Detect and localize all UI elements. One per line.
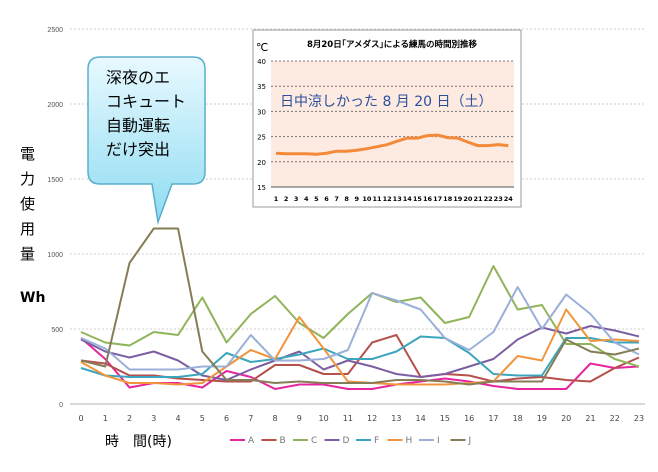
inset-x-tick-label: 12 xyxy=(383,195,392,203)
x-tick-label: 5 xyxy=(200,414,205,423)
y-tick-label: 1500 xyxy=(47,177,63,184)
inset-y-tick-label: 20 xyxy=(257,159,266,167)
inset-x-tick-label: 13 xyxy=(393,195,402,203)
x-tick-label: 15 xyxy=(440,414,450,423)
legend-label: F xyxy=(374,436,379,446)
callout-text: 自動運転 xyxy=(106,116,170,135)
inset-x-tick-label: 21 xyxy=(473,195,483,203)
inset-x-tick-label: 7 xyxy=(334,195,339,203)
legend-label: D xyxy=(343,436,350,446)
inset-x-tick-label: 17 xyxy=(433,195,442,203)
inset-x-tick-label: 22 xyxy=(484,195,493,203)
x-tick-label: 22 xyxy=(610,414,620,423)
x-tick-label: 14 xyxy=(416,414,426,423)
callout-bubble xyxy=(87,56,206,225)
legend-label: B xyxy=(280,436,286,446)
inset-title: 8月20日｢アメダス｣による練馬の時間別推移 xyxy=(307,39,478,50)
x-tick-label: 11 xyxy=(343,414,353,423)
series-line-A xyxy=(80,337,640,390)
y-tick-label: 500 xyxy=(51,327,63,334)
legend-label: A xyxy=(248,436,255,446)
series-line-J xyxy=(80,227,640,386)
y-tick-label: 1000 xyxy=(47,252,63,259)
x-tick-label: 9 xyxy=(297,414,302,423)
inset-x-tick-label: 19 xyxy=(453,195,463,203)
inset-y-tick-label: 25 xyxy=(257,134,266,142)
y-unit-label: Wh xyxy=(20,290,46,306)
x-tick-label: 2 xyxy=(127,414,132,423)
series-line-D xyxy=(80,325,640,381)
x-axis-label: 時 間(時) xyxy=(105,434,172,450)
callout-text: だけ突出 xyxy=(106,140,170,159)
inset-y-tick-label: 30 xyxy=(257,108,266,116)
inset-x-tick-label: 9 xyxy=(355,195,360,203)
inset-x-tick-label: 16 xyxy=(423,195,433,203)
inset-y-unit: ℃ xyxy=(256,41,268,54)
y-axis-label-char: 用 xyxy=(20,220,36,238)
callout-text: コキュート xyxy=(106,92,186,111)
inset-x-tick-label: 15 xyxy=(413,195,423,203)
inset-plot-area xyxy=(271,61,514,187)
x-tick-label: 16 xyxy=(464,414,474,423)
inset-x-tick-label: 6 xyxy=(324,195,329,203)
x-tick-label: 21 xyxy=(585,414,595,423)
y-axis-label-char: 電 xyxy=(20,145,36,163)
inset-x-tick-label: 4 xyxy=(304,195,309,203)
x-tick-label: 19 xyxy=(537,414,547,423)
x-tick-label: 13 xyxy=(391,414,401,423)
legend-label: C xyxy=(311,436,317,446)
series-line-C xyxy=(80,265,640,368)
inset-x-tick-label: 2 xyxy=(284,195,289,203)
y-axis-label-char: 量 xyxy=(20,245,36,263)
x-tick-label: 20 xyxy=(561,414,571,423)
x-tick-label: 23 xyxy=(634,414,644,423)
series-line-F xyxy=(80,335,639,378)
inset-y-tick-label: 15 xyxy=(257,184,266,192)
x-tick-label: 4 xyxy=(175,414,180,423)
legend-label: I xyxy=(437,436,440,446)
x-tick-label: 10 xyxy=(319,414,329,423)
legend-label: H xyxy=(406,436,413,446)
inset-x-tick-label: 8 xyxy=(344,195,349,203)
inset-x-tick-label: 11 xyxy=(372,195,382,203)
inset-y-tick-label: 40 xyxy=(257,58,266,66)
y-tick-label: 0 xyxy=(59,402,63,409)
series-line-I xyxy=(80,286,640,371)
inset-x-tick-label: 10 xyxy=(362,195,372,203)
inset-x-tick-label: 5 xyxy=(314,195,319,203)
legend-label: J xyxy=(468,436,472,446)
inset-x-tick-label: 3 xyxy=(294,195,299,203)
x-tick-label: 8 xyxy=(273,414,278,423)
inset-x-tick-label: 20 xyxy=(463,195,473,203)
inset-x-tick-label: 14 xyxy=(403,195,413,203)
x-tick-label: 0 xyxy=(78,414,83,423)
y-axis-label-char: 力 xyxy=(20,170,36,188)
y-tick-label: 2000 xyxy=(47,102,63,109)
inset-temperature-line xyxy=(275,133,509,156)
x-tick-label: 1 xyxy=(103,414,108,423)
inset-x-tick-label: 23 xyxy=(494,195,503,203)
x-tick-label: 12 xyxy=(367,414,377,423)
y-axis-label-char: 使 xyxy=(20,195,36,213)
y-tick-label: 2500 xyxy=(47,27,63,34)
callout-text: 深夜のエ xyxy=(106,68,170,87)
x-tick-label: 17 xyxy=(488,414,498,423)
inset-y-tick-label: 35 xyxy=(257,83,266,91)
inset-x-tick-label: 24 xyxy=(504,195,514,203)
x-tick-label: 3 xyxy=(151,414,156,423)
inset-x-tick-label: 18 xyxy=(443,195,453,203)
inset-annotation: 日中涼しかった 8 月 20 日（土） xyxy=(280,94,493,110)
x-tick-label: 6 xyxy=(224,414,229,423)
x-tick-label: 7 xyxy=(248,414,253,423)
inset-x-tick-label: 1 xyxy=(274,195,279,203)
x-tick-label: 18 xyxy=(513,414,523,423)
